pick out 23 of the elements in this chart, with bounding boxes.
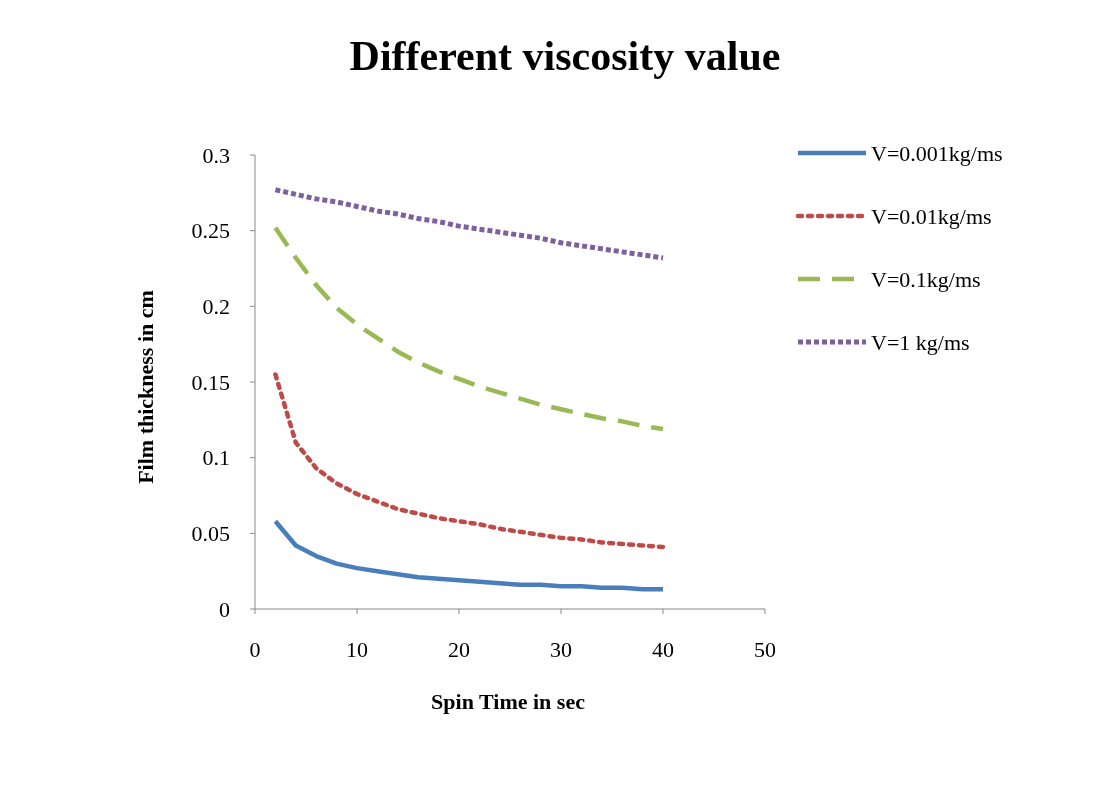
y-tick-label: 0.15	[191, 369, 230, 395]
y-axis-title: Film thickness in cm	[133, 290, 158, 484]
x-tick-label: 20	[448, 637, 470, 662]
y-tick-label: 0.05	[191, 521, 230, 547]
x-tick-label: 10	[346, 637, 368, 662]
line-series	[273, 372, 666, 550]
legend-label: V=0.001kg/ms	[871, 140, 1003, 166]
x-tick-label: 30	[550, 637, 572, 662]
legend-label: V=1 kg/ms	[871, 329, 970, 355]
x-axis-title: Spin Time in sec	[431, 689, 586, 714]
legend-label: V=0.1kg/ms	[871, 266, 981, 292]
x-tick-label: 50	[754, 637, 776, 662]
y-tick-label: 0.1	[202, 445, 230, 471]
y-tick-label: 0.25	[191, 218, 230, 244]
legend-label: V=0.01kg/ms	[871, 203, 992, 229]
chart-title: Different viscosity value	[349, 33, 781, 79]
y-tick-label: 0.3	[202, 142, 230, 168]
y-tick-label: 0	[219, 596, 230, 622]
line-series	[273, 518, 666, 592]
x-tick-label: 40	[652, 637, 674, 662]
x-tick-label: 0	[249, 637, 261, 662]
line-series	[273, 225, 666, 432]
y-tick-label: 0.2	[202, 294, 230, 320]
